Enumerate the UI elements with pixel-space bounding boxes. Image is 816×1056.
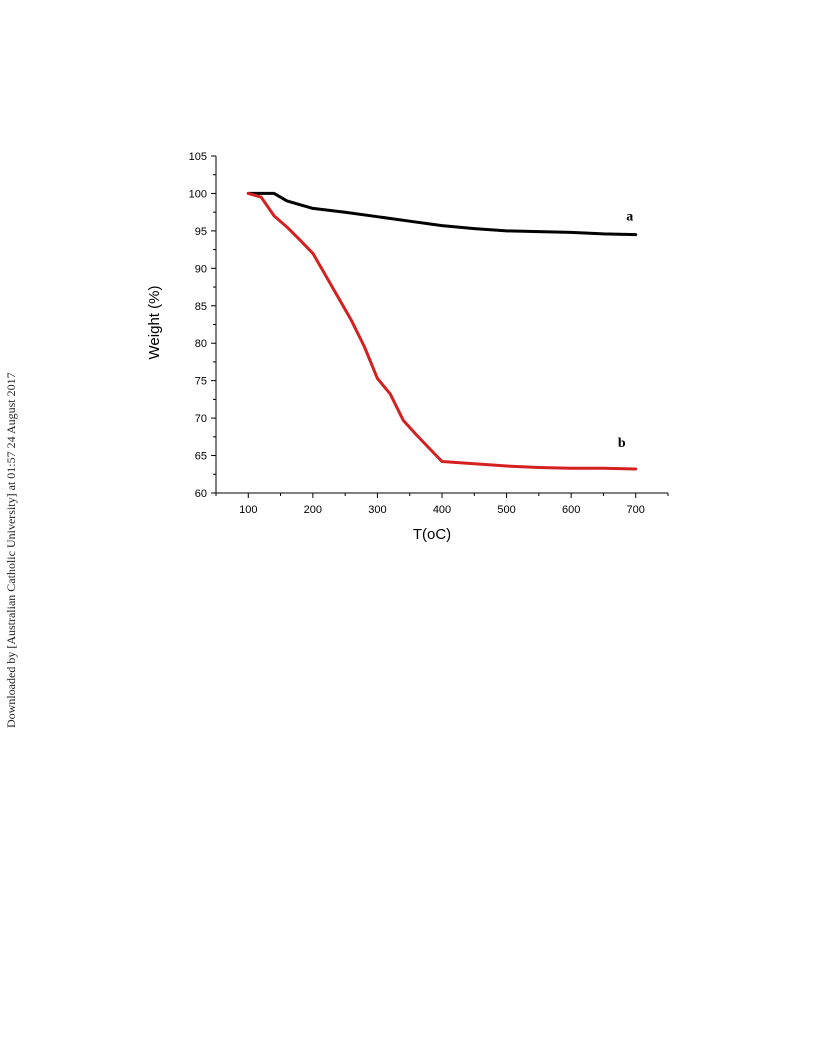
y-tick-label: 70: [195, 413, 207, 425]
series-label-a: a: [626, 210, 633, 225]
y-tick-label: 90: [195, 263, 207, 275]
y-axis-title: Weight (%): [146, 286, 163, 360]
x-axis-title: T(oC): [413, 526, 451, 543]
x-tick-label: 200: [304, 504, 322, 516]
x-tick-label: 500: [497, 504, 515, 516]
y-tick-label: 95: [195, 226, 207, 238]
x-tick-label: 600: [562, 504, 580, 516]
axes: [211, 155, 669, 498]
series-group: [246, 191, 638, 471]
y-tick-label: 75: [195, 376, 207, 388]
x-tick-label: 400: [433, 504, 451, 516]
x-tick-label: 700: [627, 504, 645, 516]
labels-group: 100 200 300 400 500 600 700 60 65 70 75 80 85 90 95 100…: [146, 151, 645, 543]
series-label-b: b: [618, 436, 626, 451]
y-tick-label: 105: [189, 151, 207, 163]
series-line-a: [246, 191, 638, 237]
x-tick-label: 300: [368, 504, 386, 516]
series-line-b: [246, 191, 638, 471]
y-tick-label: 60: [195, 488, 207, 500]
y-tick-label: 85: [195, 301, 207, 313]
y-tick-label: 100: [189, 188, 207, 200]
x-tick-label: 100: [239, 504, 257, 516]
y-tick-label: 80: [195, 338, 207, 350]
y-tick-label: 65: [195, 451, 207, 463]
